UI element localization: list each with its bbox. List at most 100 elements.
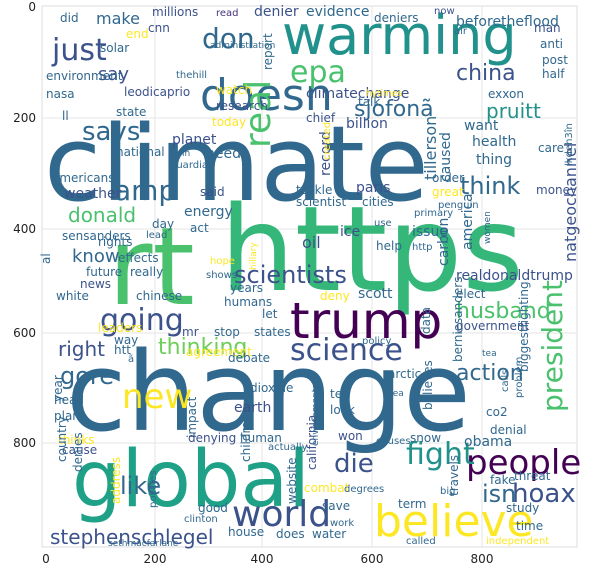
word: ice [340, 224, 360, 240]
word: address [109, 457, 123, 504]
plot-area [41, 5, 578, 548]
word: leodicaprio [124, 85, 190, 99]
word: calls [500, 370, 511, 392]
word: pruitt [486, 99, 541, 123]
word: travels [447, 455, 461, 496]
word: data [419, 307, 433, 334]
word: says [82, 117, 140, 147]
word: ã [128, 354, 134, 365]
word: environment [46, 69, 123, 83]
word: don [202, 22, 255, 55]
word: said [200, 185, 225, 199]
word: health [472, 134, 516, 150]
word: rights [98, 235, 132, 249]
word: website [285, 458, 299, 505]
word: sethmacfarlane [108, 539, 179, 549]
word: causes [376, 436, 411, 447]
word: join [173, 149, 190, 159]
word: report [261, 33, 275, 70]
word: americans [52, 171, 115, 185]
word: policy [362, 336, 392, 347]
word: lkdeh3în [563, 123, 575, 166]
word: https [220, 180, 524, 318]
word: tackle [296, 183, 332, 197]
word: act [190, 221, 209, 235]
word: tea [482, 349, 497, 359]
word: water [312, 527, 346, 541]
word: government [456, 319, 529, 333]
word: die [334, 449, 374, 479]
word: america [460, 193, 476, 250]
word: fake [490, 473, 515, 487]
word: denies [71, 432, 85, 472]
word: billion [346, 116, 388, 132]
word: deniers [374, 11, 419, 25]
word: order [432, 171, 464, 185]
word: cause [62, 443, 97, 457]
word: environmental [311, 381, 321, 446]
word: country [55, 416, 69, 462]
word: agreement [186, 345, 252, 359]
word: denier [254, 4, 299, 20]
word: just [51, 33, 107, 68]
word: problem [514, 357, 525, 398]
y-tick-label: 400 [13, 222, 36, 236]
word: planet [172, 132, 217, 148]
word: help [376, 239, 402, 253]
word: donald [68, 203, 136, 227]
word: read [216, 8, 239, 19]
word: clinton [184, 514, 218, 525]
word: climatechange [306, 86, 409, 102]
word: make [96, 9, 140, 28]
word: denying [188, 431, 236, 445]
word: weather [64, 186, 122, 202]
word: chinese [136, 289, 182, 303]
x-tick-label: 200 [143, 552, 167, 566]
word: chief [306, 111, 336, 125]
word: policies [148, 470, 159, 508]
word: children [239, 414, 253, 462]
word: record [318, 131, 334, 176]
x-tick-label: 400 [250, 552, 274, 566]
word: think [460, 172, 521, 200]
word: humans [224, 295, 272, 309]
word: ll [62, 109, 69, 123]
word: isn [482, 480, 516, 508]
word: today [212, 115, 246, 129]
word: right [58, 337, 105, 361]
word: elect [456, 287, 486, 301]
word: obama [464, 434, 512, 450]
word: scientists [234, 261, 347, 289]
word: doesn [200, 70, 333, 121]
word: cnn [148, 21, 170, 35]
word: tillerson [421, 116, 440, 180]
word: sea [388, 389, 404, 399]
word: called [406, 536, 436, 547]
word: say [98, 64, 129, 85]
word: shows [206, 270, 237, 281]
word: actually [268, 442, 308, 453]
word: berniesanders [451, 277, 465, 362]
word: sjofonã [354, 97, 434, 122]
gridlines [42, 6, 577, 547]
word: oil [302, 233, 321, 252]
word: half [542, 67, 565, 81]
word: really [130, 265, 163, 279]
y-tick-label: 0 [28, 0, 36, 14]
word: time [516, 519, 543, 533]
word: solar [100, 41, 129, 55]
word: biggestfighting [517, 281, 531, 372]
word: warming [282, 4, 517, 67]
word: energy [184, 204, 233, 220]
word-layer: climatechangehttpsrtwarmingglobaltrumpbe… [39, 4, 581, 549]
word: people [466, 443, 581, 483]
word: thinking [158, 335, 247, 360]
word: thinks [58, 433, 94, 447]
word: good [198, 501, 228, 515]
word: plan [54, 409, 80, 423]
word: work [330, 518, 354, 529]
word: stephenschlegel [50, 525, 213, 549]
word: did [60, 11, 79, 25]
word: like [120, 472, 161, 500]
word: study [506, 501, 539, 515]
